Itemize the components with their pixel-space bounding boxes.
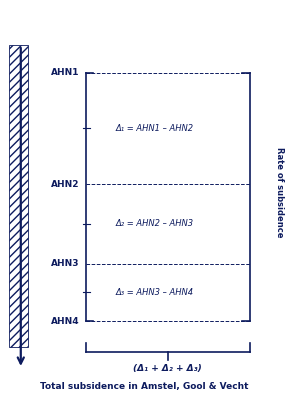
Text: Total subsidence in Amstel, Gool & Vecht: Total subsidence in Amstel, Gool & Vecht — [40, 382, 248, 392]
Text: Δ₃ = AHN3 – AHN4: Δ₃ = AHN3 – AHN4 — [115, 288, 194, 297]
Text: AHN4: AHN4 — [51, 317, 80, 326]
Text: (Δ₁ + Δ₂ + Δ₃): (Δ₁ + Δ₂ + Δ₃) — [133, 364, 202, 373]
Text: AHN1: AHN1 — [51, 68, 80, 77]
Text: Δ₁ = AHN1 – AHN2: Δ₁ = AHN1 – AHN2 — [115, 124, 194, 133]
Text: Δ₂ = AHN2 – AHN3: Δ₂ = AHN2 – AHN3 — [115, 219, 194, 228]
Text: AHN2: AHN2 — [51, 180, 80, 189]
Text: AHN3: AHN3 — [51, 259, 80, 268]
Bar — [9, 45, 28, 347]
Text: Rate of subsidence: Rate of subsidence — [275, 147, 284, 237]
